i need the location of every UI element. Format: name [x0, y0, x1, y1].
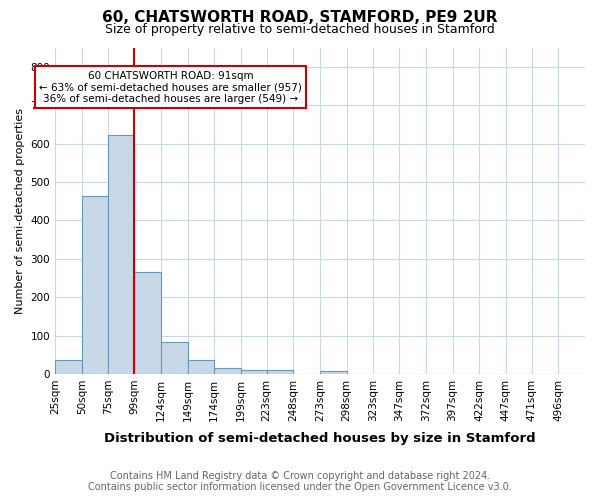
Bar: [134, 272, 161, 374]
Bar: [161, 342, 188, 374]
Bar: [55, 360, 82, 374]
Bar: [266, 370, 293, 374]
Text: 60 CHATSWORTH ROAD: 91sqm
← 63% of semi-detached houses are smaller (957)
36% of: 60 CHATSWORTH ROAD: 91sqm ← 63% of semi-…: [39, 70, 302, 104]
Bar: [320, 371, 347, 374]
Bar: [82, 196, 109, 374]
Bar: [241, 370, 266, 374]
Bar: [188, 360, 214, 374]
Text: 60, CHATSWORTH ROAD, STAMFORD, PE9 2UR: 60, CHATSWORTH ROAD, STAMFORD, PE9 2UR: [102, 10, 498, 25]
Text: Contains HM Land Registry data © Crown copyright and database right 2024.
Contai: Contains HM Land Registry data © Crown c…: [88, 471, 512, 492]
Y-axis label: Number of semi-detached properties: Number of semi-detached properties: [15, 108, 25, 314]
X-axis label: Distribution of semi-detached houses by size in Stamford: Distribution of semi-detached houses by …: [104, 432, 536, 445]
Text: Size of property relative to semi-detached houses in Stamford: Size of property relative to semi-detach…: [105, 22, 495, 36]
Bar: [109, 135, 134, 374]
Bar: [214, 368, 241, 374]
